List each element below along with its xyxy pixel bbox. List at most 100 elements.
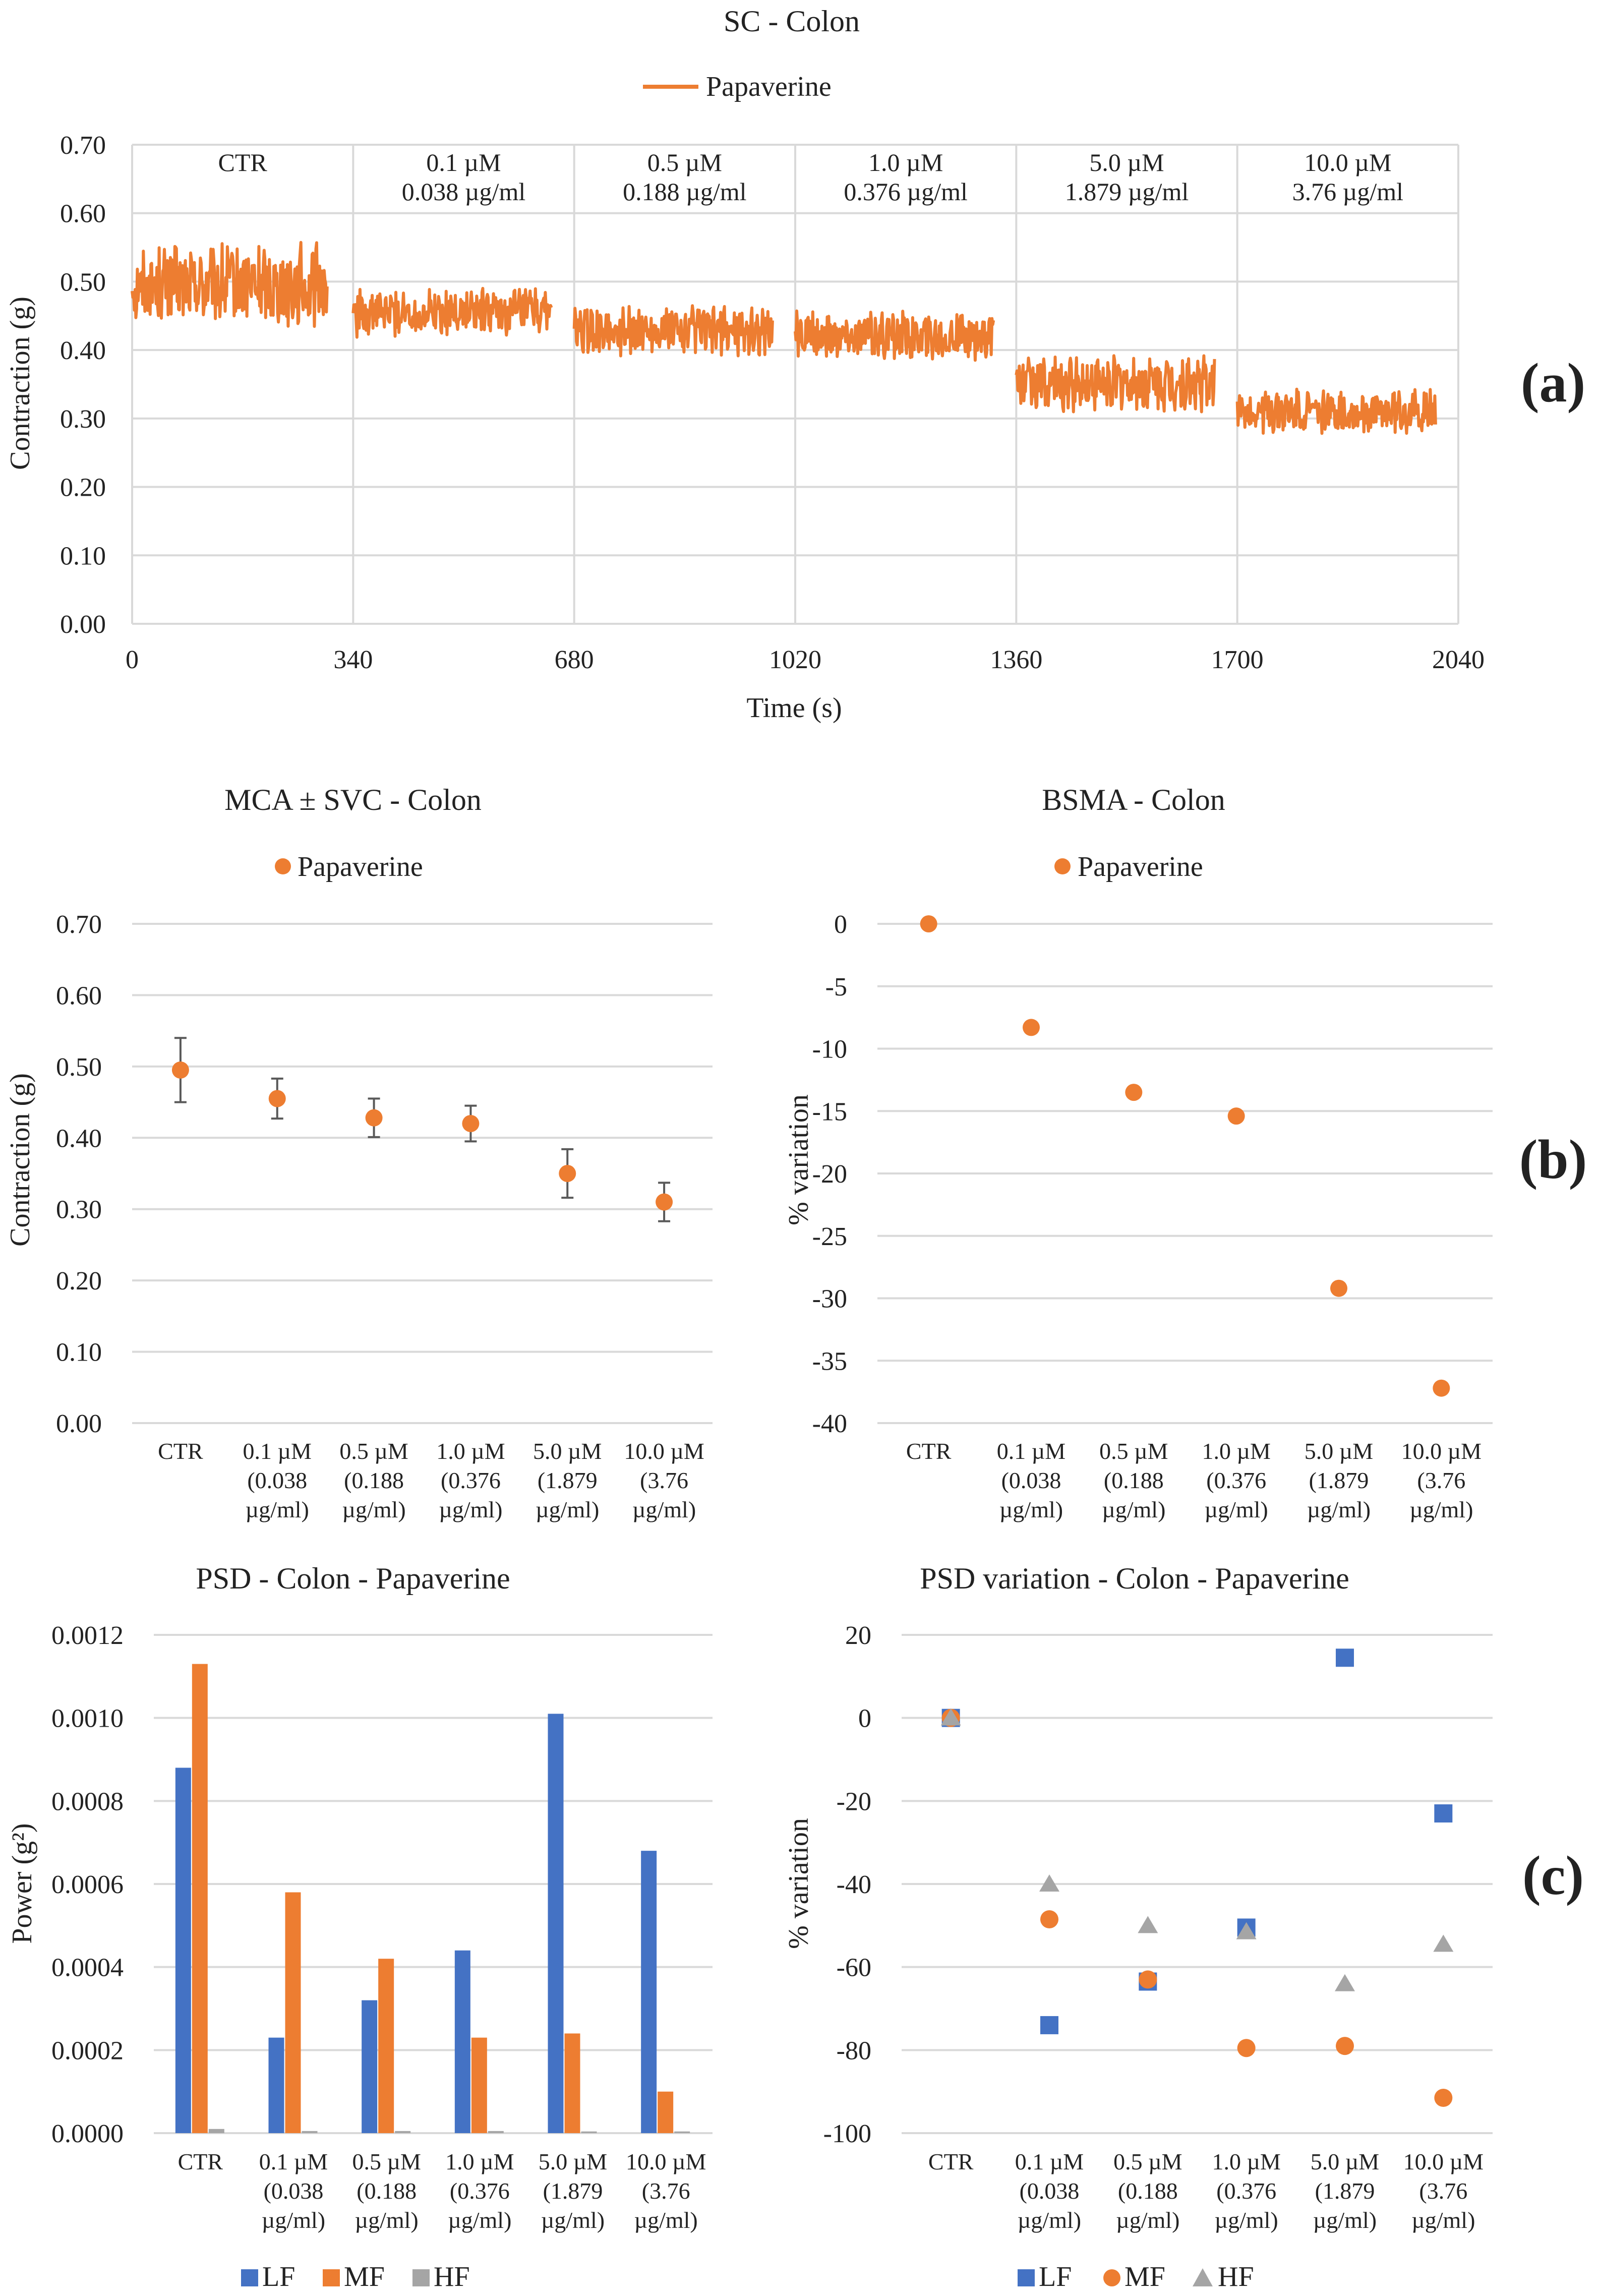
category-label: 5.0 µM <box>533 1438 602 1464</box>
legend-label: HF <box>1218 2261 1254 2292</box>
y-tick-label: 0.10 <box>60 542 106 570</box>
category-label: (1.879 <box>538 1467 598 1493</box>
section-label: 0.5 µM <box>647 148 722 176</box>
category-label: 10.0 µM <box>1401 1438 1482 1464</box>
y-tick-label: 0.0002 <box>51 2036 124 2065</box>
legend-marker <box>1103 2269 1120 2286</box>
y-tick-label: 0.30 <box>60 405 106 434</box>
category-label: (0.188 <box>1118 2178 1178 2204</box>
y-tick-label: -40 <box>837 1870 871 1899</box>
y-tick-label: -30 <box>812 1285 847 1314</box>
legend-swatch <box>241 2269 258 2286</box>
category-label: 1.0 µM <box>1212 2149 1280 2174</box>
data-point-hf <box>940 1708 961 1726</box>
y-tick-label: -25 <box>812 1222 847 1251</box>
panel-label: (a) <box>1521 352 1585 414</box>
bar-mf <box>285 1892 301 2133</box>
legend-label: MF <box>344 2261 385 2292</box>
category-label: µg/ml) <box>342 1497 405 1522</box>
y-axis-title: Contraction (g) <box>5 297 36 470</box>
y-tick-label: 0.0010 <box>51 1704 124 1733</box>
category-label: µg/ml) <box>1018 2207 1081 2233</box>
data-point-hf <box>1236 1922 1257 1939</box>
bar-lf <box>175 1768 191 2133</box>
data-point <box>1330 1279 1347 1297</box>
y-axis-title: Contraction (g) <box>5 1073 36 1247</box>
category-label: (0.038 <box>247 1467 307 1493</box>
category-label: 10.0 µM <box>626 2149 706 2174</box>
y-tick-label: 0.00 <box>56 1409 102 1438</box>
category-label: 0.1 µM <box>1015 2149 1084 2174</box>
data-point <box>1433 1379 1450 1397</box>
bar-lf <box>268 2037 284 2133</box>
y-tick-label: -80 <box>837 2036 871 2065</box>
y-tick-label: 0.60 <box>60 200 106 228</box>
category-label: µg/ml) <box>439 1497 502 1522</box>
data-point <box>1227 1107 1245 1125</box>
y-tick-label: -10 <box>812 1035 847 1064</box>
x-tick-label: 680 <box>555 645 594 674</box>
section-label: 5.0 µM <box>1089 148 1164 176</box>
legend-marker <box>1193 2268 1213 2286</box>
category-label: µg/ml) <box>1313 2207 1377 2233</box>
x-axis-title: Time (s) <box>746 692 842 724</box>
y-axis-title: % variation <box>783 1094 814 1225</box>
category-label: 0.1 µM <box>243 1438 312 1464</box>
legend-swatch <box>412 2269 430 2286</box>
category-label: (0.038 <box>1001 1467 1061 1493</box>
data-point-lf <box>1434 1804 1453 1823</box>
category-label: CTR <box>178 2149 223 2174</box>
category-label: (3.76 <box>1417 1467 1465 1493</box>
category-label: (0.188 <box>1104 1467 1164 1493</box>
category-label: (0.376 <box>1216 2178 1276 2204</box>
legend-label: LF <box>1039 2261 1072 2292</box>
bar-lf <box>362 2000 378 2133</box>
section-label: 0.188 µg/ml <box>623 178 746 206</box>
section-label: 0.376 µg/ml <box>844 178 967 206</box>
category-label: (1.879 <box>1315 2178 1375 2204</box>
y-tick-label: -100 <box>823 2120 871 2148</box>
category-label: 10.0 µM <box>624 1438 704 1464</box>
y-tick-label: 20 <box>845 1621 871 1650</box>
category-label: 5.0 µM <box>539 2149 607 2174</box>
category-label: µg/ml) <box>536 1497 599 1522</box>
category-label: 10.0 µM <box>1403 2149 1484 2174</box>
y-tick-label: 0.0006 <box>51 1870 124 1899</box>
bar-mf <box>658 2091 674 2133</box>
x-tick-label: 1700 <box>1211 645 1264 674</box>
y-tick-label: 0.0008 <box>51 1787 124 1816</box>
data-point <box>1125 1084 1143 1101</box>
bar-hf <box>581 2131 597 2133</box>
data-point <box>268 1090 286 1107</box>
data-point <box>920 915 937 932</box>
chart-title: PSD variation - Colon - Papaverine <box>920 1562 1349 1595</box>
legend-label: Papaverine <box>1078 851 1203 882</box>
x-tick-label: 0 <box>126 645 139 674</box>
bar-mf <box>564 2033 580 2133</box>
data-point-mf <box>1237 2039 1256 2057</box>
category-label: µg/ml) <box>448 2207 511 2233</box>
category-label: 0.5 µM <box>352 2149 421 2174</box>
category-label: 0.1 µM <box>259 2149 328 2174</box>
data-point <box>462 1115 480 1132</box>
y-tick-label: 0.40 <box>60 336 106 365</box>
category-label: µg/ml) <box>541 2207 605 2233</box>
section-label: 3.76 µg/ml <box>1292 178 1403 206</box>
legend-label: MF <box>1124 2261 1165 2292</box>
section-label: 10.0 µM <box>1304 148 1391 176</box>
bar-mf <box>471 2037 487 2133</box>
data-point-mf <box>1336 2037 1354 2055</box>
chart-title: SC - Colon <box>724 5 860 38</box>
category-label: 0.5 µM <box>1099 1438 1168 1464</box>
y-tick-label: -15 <box>812 1097 847 1126</box>
category-label: 1.0 µM <box>445 2149 514 2174</box>
y-tick-label: 0.30 <box>56 1196 102 1224</box>
category-label: µg/ml) <box>1102 1497 1165 1522</box>
section-label: 1.879 µg/ml <box>1065 178 1189 206</box>
legend-label: LF <box>262 2261 295 2292</box>
y-tick-label: 0.60 <box>56 981 102 1010</box>
x-tick-label: 2040 <box>1432 645 1485 674</box>
data-point <box>171 1061 189 1079</box>
y-tick-label: 0.20 <box>60 474 106 502</box>
